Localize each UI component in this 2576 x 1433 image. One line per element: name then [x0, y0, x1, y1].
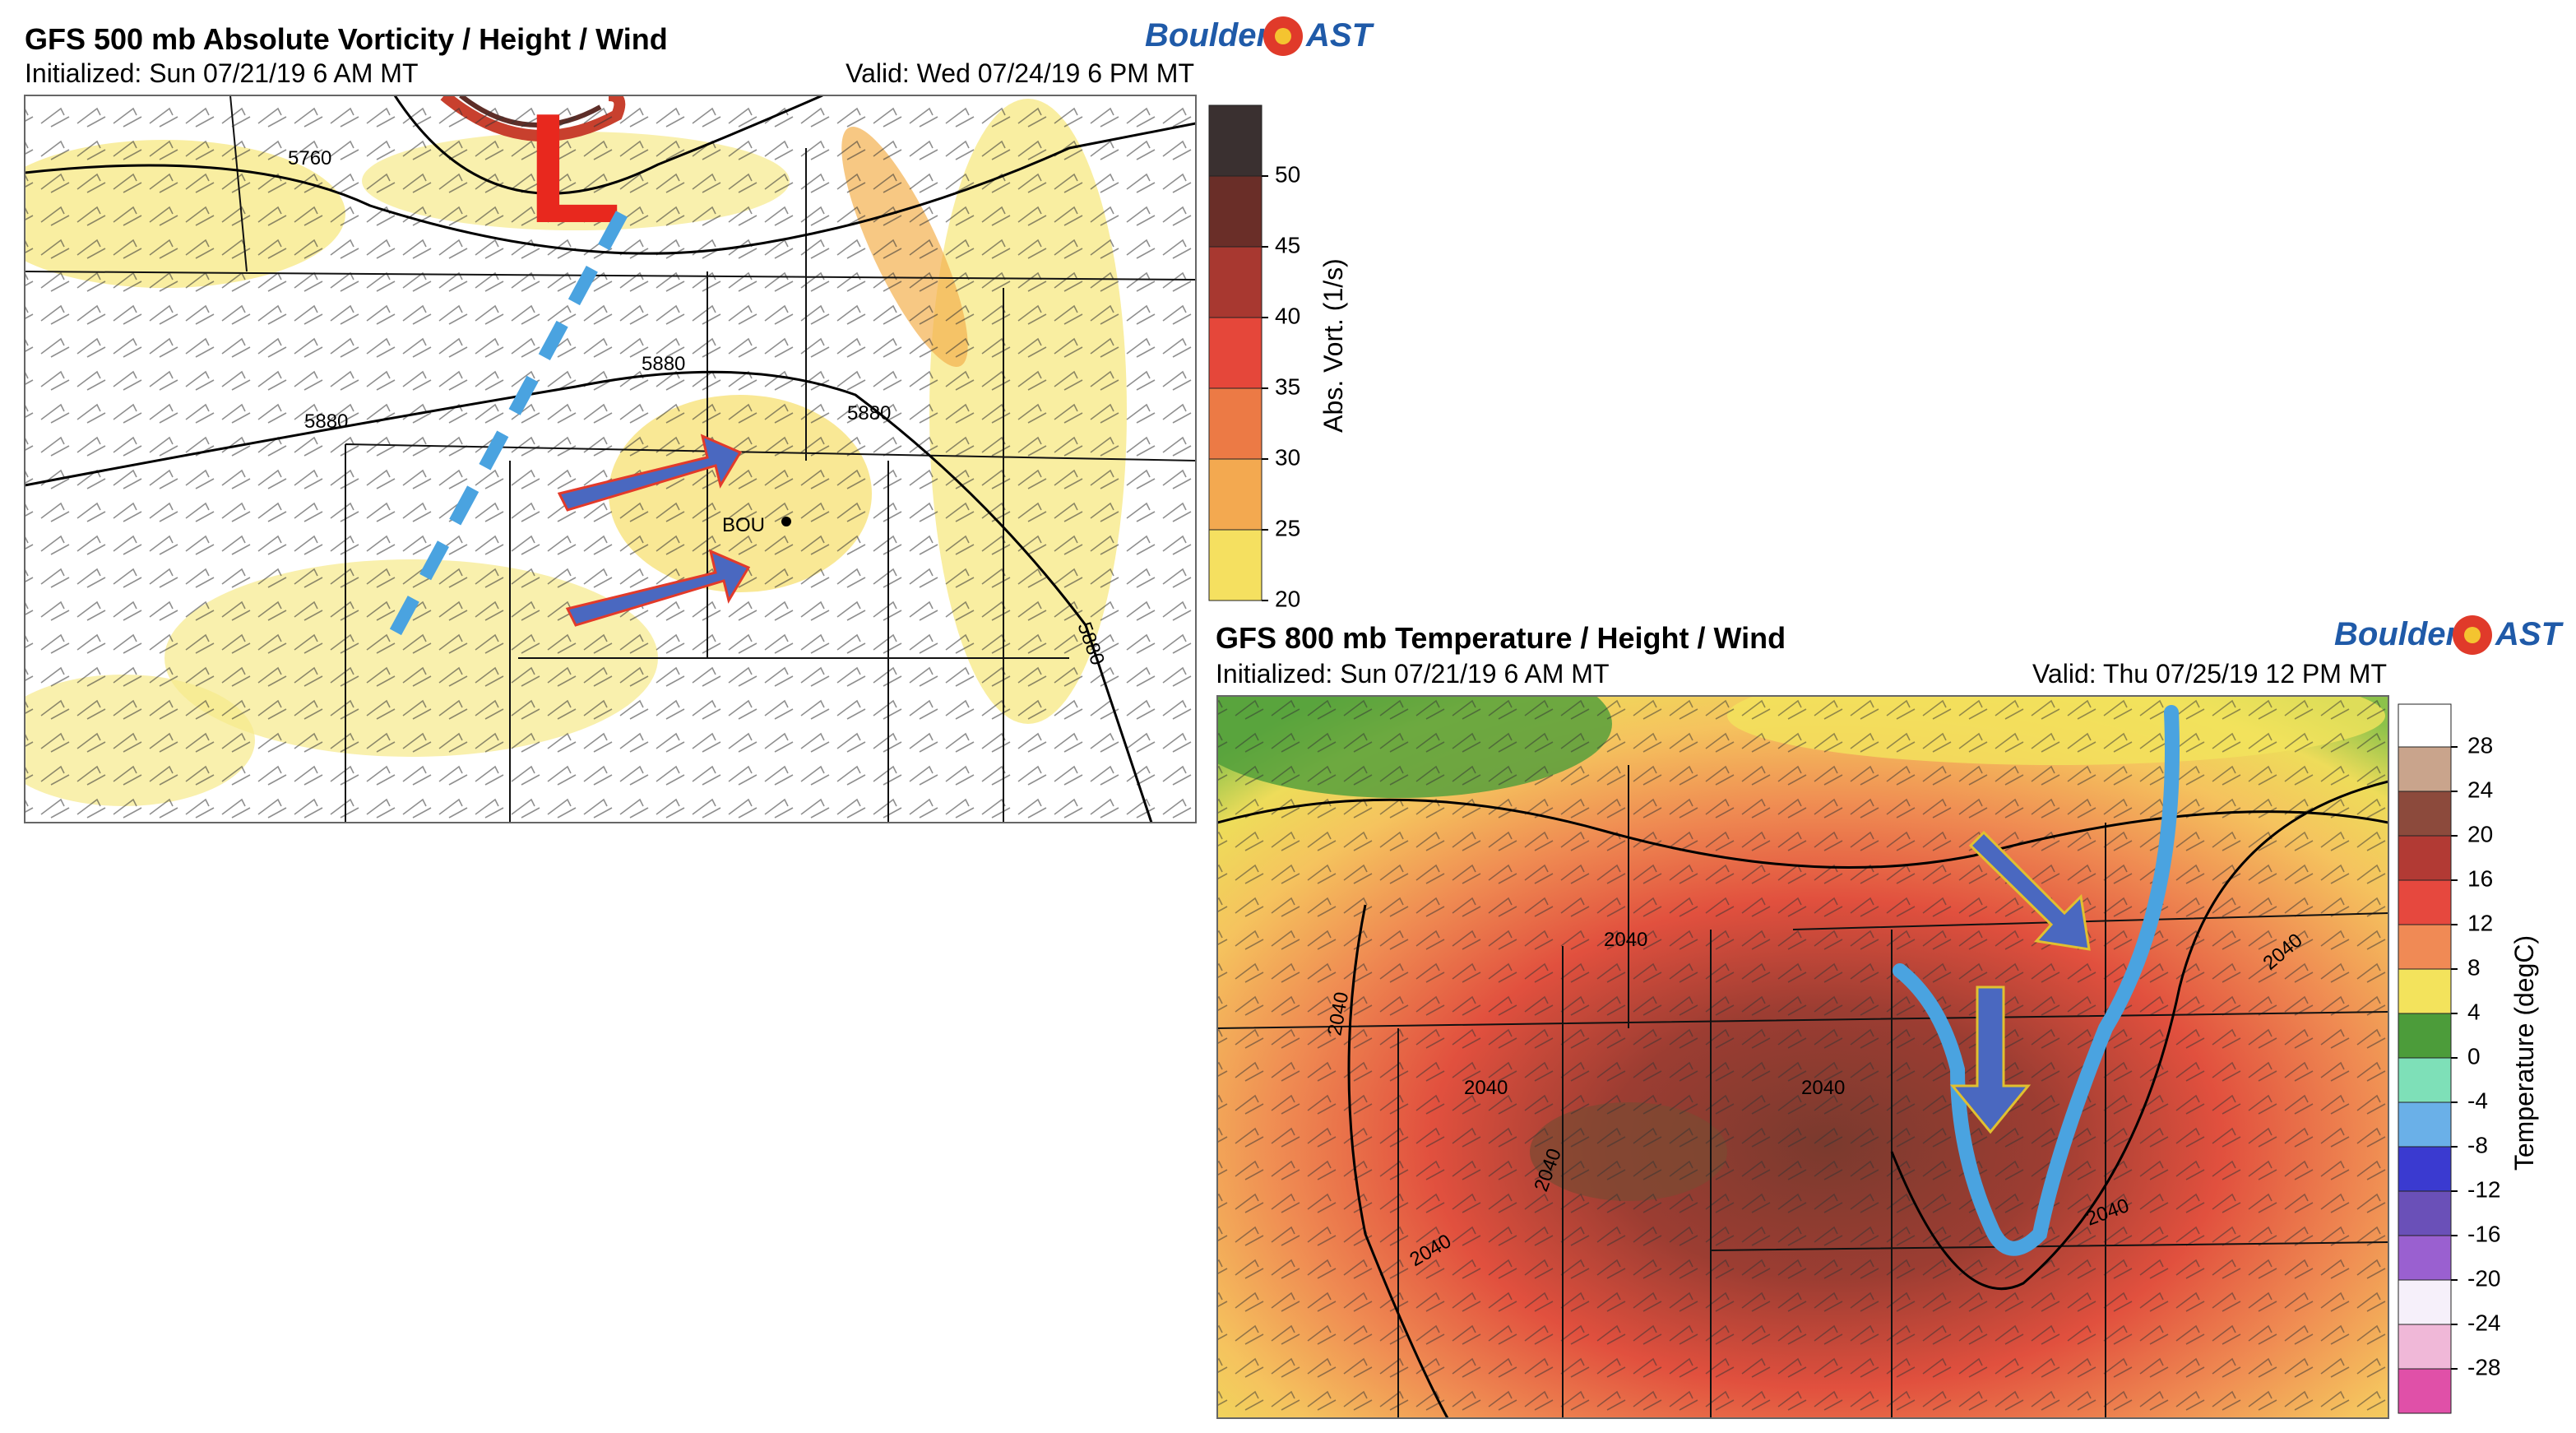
- colorbar-swatch: [2398, 924, 2452, 970]
- colorbar-swatch: [2398, 1368, 2452, 1414]
- contour-label: 2040: [1464, 1077, 1508, 1099]
- flow-arrow: [1968, 830, 2091, 951]
- colorbar-label: 50: [1275, 161, 1300, 187]
- contour-label: 2040: [1801, 1077, 1845, 1099]
- colorbar-swatch: [1208, 317, 1263, 389]
- panel-temperature: GFS 800 mb Temperature / Height / Wind I…: [1216, 615, 2564, 1419]
- trough-axis: [1893, 705, 2180, 1256]
- contour-label: 5880: [304, 410, 348, 433]
- logo-text: Boulder: [1145, 17, 1272, 53]
- colorbar-swatch: [2398, 835, 2452, 881]
- colorbar-swatch: [1208, 175, 1263, 248]
- map: [25, 95, 1196, 823]
- colorbar-swatch: [1208, 104, 1263, 177]
- colorbar-label: 20: [1275, 586, 1300, 611]
- valid-time: Valid: Thu 07/25/19 12 PM MT: [2032, 659, 2387, 689]
- contour-label: 5880: [847, 402, 891, 424]
- colorbar-swatch: [1208, 387, 1263, 460]
- logo-icon: [1275, 28, 1291, 44]
- initialized: Initialized: Sun 07/21/19 6 AM MT: [1216, 659, 1609, 689]
- colorbar-title: Abs. Vort. (1/s): [1318, 258, 1348, 433]
- colorbar-swatch: [2398, 879, 2452, 925]
- colorbar-swatch: [2398, 703, 2452, 748]
- logo-text: Boulder: [2334, 616, 2461, 652]
- colorbar: 50 45 40 35 30 25 20: [1208, 104, 1300, 611]
- colorbar-swatch: [2398, 1279, 2452, 1325]
- colorbar-label: 45: [1275, 232, 1300, 257]
- colorbar-swatch: [2398, 968, 2452, 1014]
- logo: Boulder AST: [1145, 16, 1375, 56]
- colorbar-title: Temperature (degC): [2509, 935, 2539, 1171]
- trough-axis: [388, 211, 628, 637]
- colorbar-label: 25: [1275, 515, 1300, 540]
- valid-time: Valid: Wed 07/24/19 6 PM MT: [846, 58, 1194, 88]
- colorbar-swatch: [2398, 1190, 2452, 1236]
- colorbar-label: -28: [2467, 1354, 2500, 1380]
- colorbar-label: 30: [1275, 444, 1300, 470]
- panel-title: GFS 500 mb Absolute Vorticity / Height /…: [25, 22, 668, 56]
- colorbar-label: 16: [2467, 865, 2493, 891]
- colorbar-swatch: [1208, 529, 1263, 601]
- colorbar-label: 0: [2467, 1043, 2481, 1069]
- colorbar-label: 24: [2467, 777, 2493, 802]
- colorbar-swatch: [2398, 1013, 2452, 1059]
- colorbar-swatch: [2398, 1057, 2452, 1103]
- colorbar-label: -20: [2467, 1265, 2500, 1291]
- colorbar-label: -16: [2467, 1221, 2500, 1246]
- colorbar-label: 4: [2467, 999, 2481, 1024]
- colorbar-label: -4: [2467, 1088, 2488, 1113]
- colorbar-label: 8: [2467, 954, 2481, 980]
- flow-arrow: [1949, 985, 2032, 1134]
- panel-vorticity: GFS 500 mb Absolute Vorticity / Height /…: [24, 16, 1375, 823]
- colorbar-swatch: [2398, 1101, 2452, 1148]
- colorbar-swatch: [1208, 458, 1263, 531]
- colorbar-label: 28: [2467, 732, 2493, 758]
- colorbar-label: 12: [2467, 910, 2493, 935]
- low-marker: L: [526, 81, 622, 256]
- colorbar-swatch: [2398, 1146, 2452, 1192]
- colorbar-label: 20: [2467, 821, 2493, 846]
- logo: Boulder AST: [2334, 615, 2564, 655]
- colorbar-label: 40: [1275, 303, 1300, 328]
- colorbar: 28 24 20 16 12 8 4 0 -4 -8 -12 -16 -20 -24 -28: [2398, 703, 2500, 1414]
- colorbar-swatch: [2398, 791, 2452, 837]
- colorbar-label: 35: [1275, 373, 1300, 399]
- flow-arrow: [557, 434, 743, 512]
- logo-text: AST: [1305, 17, 1375, 53]
- colorbar-label: -24: [2467, 1310, 2500, 1335]
- flow-arrow: [565, 549, 751, 627]
- station-label: BOU: [722, 514, 765, 536]
- colorbar-label: -8: [2467, 1132, 2488, 1157]
- colorbar-swatch: [2398, 1235, 2452, 1281]
- initialized: Initialized: Sun 07/21/19 6 AM MT: [25, 58, 418, 88]
- station-dot: [781, 517, 791, 526]
- panel-title: GFS 800 mb Temperature / Height / Wind: [1216, 621, 1786, 655]
- colorbar-swatch: [1208, 246, 1263, 318]
- colorbar-label: -12: [2467, 1176, 2500, 1202]
- contour-label: 2040: [1604, 929, 1647, 951]
- colorbar-swatch: [2398, 1324, 2452, 1370]
- logo-icon: [2464, 627, 2481, 643]
- contour-label: 5880: [642, 353, 685, 375]
- contour-label: 5760: [288, 147, 331, 169]
- logo-text: AST: [2495, 616, 2564, 652]
- map: [1217, 696, 2388, 1418]
- colorbar-swatch: [2398, 746, 2452, 792]
